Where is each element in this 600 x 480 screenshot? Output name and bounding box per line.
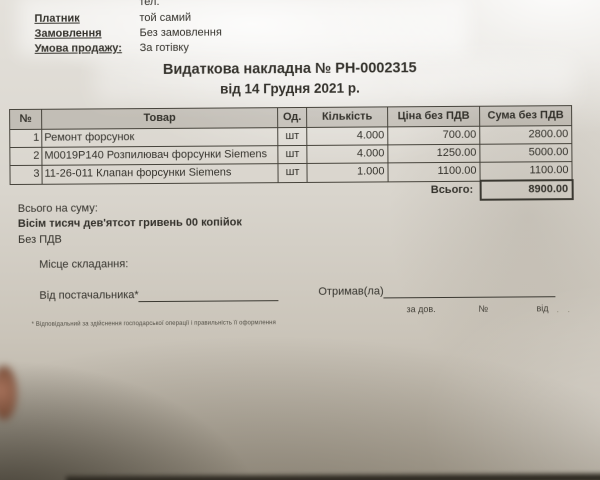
amount-in-words: Вісім тисяч дев'ятсот гривень 00 копійок [17, 216, 242, 230]
col-header-qty: Кількість [306, 106, 388, 128]
proxy-number-label: № [478, 303, 489, 314]
col-header-price: Ціна без ПДВ [387, 106, 480, 127]
col-header-unit: Од. [277, 107, 307, 128]
invoice-title: Видаткова накладна № РН-0002315 [162, 60, 417, 78]
col-header-sum: Сума без ПДВ [479, 105, 572, 127]
responsibility-footnote: * Відповідальний за здійснення господарс… [31, 320, 276, 328]
field-value-payer: той самий [139, 11, 192, 25]
row-unit: шт [277, 163, 308, 183]
field-value-sale-terms: За готівку [139, 41, 189, 55]
receiver-signature-line [383, 284, 556, 299]
vat-note: Без ПДВ [17, 233, 62, 246]
col-header-product: Товар [41, 107, 278, 130]
total-value: 8900.00 [480, 180, 573, 200]
row-sum: 5000.00 [479, 143, 572, 163]
supplier-signature-line [138, 288, 279, 302]
table-total-row: Всього: 8900.00 [10, 180, 573, 203]
row-product: M0019P140 Розпилювач форсунки Siemens [41, 145, 278, 166]
from-supplier-label: Від постачальника* [39, 288, 279, 302]
row-unit: шт [277, 127, 307, 146]
proxy-from-label: від [536, 303, 549, 314]
row-qty: 4.000 [306, 144, 388, 164]
row-num: 1 [9, 129, 42, 148]
tel-label: тел. [139, 0, 160, 9]
items-table: № Товар Од. Кількість Ціна без ПДВ Сума … [9, 105, 573, 204]
row-price: 1100.00 [387, 162, 481, 182]
row-price: 1250.00 [387, 144, 480, 163]
row-sum: 2800.00 [479, 125, 572, 145]
row-unit: шт [277, 145, 307, 164]
row-product: 11-26-011 Клапан форсунки Siemens [41, 163, 279, 184]
invoice-date: від 14 Грудня 2021 р. [220, 80, 360, 97]
by-proxy-label: за дов. [406, 304, 436, 315]
row-num: 3 [9, 165, 43, 185]
place-of-drawing-label: Місце складання: [39, 258, 129, 271]
row-price: 700.00 [387, 126, 480, 145]
row-sum: 1100.00 [479, 161, 573, 181]
field-label-sale-terms: Умова продажу: [34, 42, 122, 55]
row-qty: 4.000 [306, 126, 388, 146]
row-qty: 1.000 [306, 162, 389, 182]
row-num: 2 [9, 147, 42, 166]
field-label-payer: Платник [34, 12, 80, 25]
field-label-order: Замовлення [34, 27, 102, 40]
field-value-order: Без замовлення [139, 26, 222, 40]
col-header-num: № [9, 109, 42, 130]
row-product: Ремонт форсунок [41, 127, 278, 148]
receiver-label: Отримав(ла) [318, 284, 556, 299]
total-on-sum-label: Всього на суму: [17, 202, 98, 215]
proxy-from-dots: . . [556, 304, 574, 315]
total-label: Всього: [430, 184, 474, 197]
